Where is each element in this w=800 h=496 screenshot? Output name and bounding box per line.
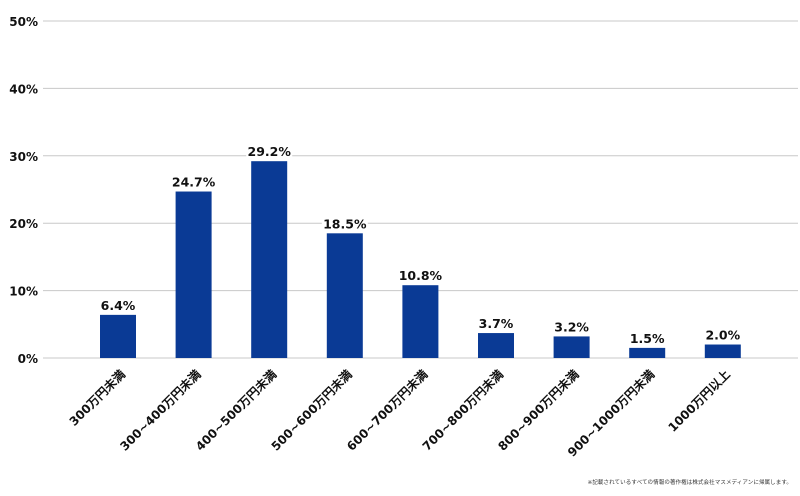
data-label: 24.7% xyxy=(172,175,216,190)
bar xyxy=(704,344,741,358)
bar xyxy=(478,333,514,358)
gridlines xyxy=(43,20,798,359)
data-labels: 6.4% 24.7% 29.2% 18.5% 10.8% 3.7% 3.2% 1.5% 2.0% xyxy=(95,143,746,346)
data-label: 3.2% xyxy=(554,319,589,334)
y-tick-label: 0% xyxy=(18,352,38,366)
data-label: 18.5% xyxy=(323,216,367,231)
bar xyxy=(175,191,212,358)
data-label-bg xyxy=(246,143,293,160)
data-label: 2.0% xyxy=(705,328,740,343)
data-label: 6.4% xyxy=(101,298,136,313)
data-label: 10.8% xyxy=(399,268,443,283)
bar xyxy=(251,161,288,358)
y-tick-label: 30% xyxy=(9,150,38,164)
bar xyxy=(326,233,363,358)
bar xyxy=(100,314,136,358)
y-tick-label: 40% xyxy=(9,82,38,96)
x-tick-label: 500~600万円未満 xyxy=(268,367,355,454)
bar xyxy=(553,336,590,358)
y-tick-label: 20% xyxy=(9,217,38,231)
copyright-footnote: ※記載されているすべての情報の著作権は株式会社マスメディアンに帰属します。 xyxy=(587,480,792,486)
y-tick-label: 50% xyxy=(9,15,38,29)
data-label-bg xyxy=(473,315,519,332)
x-tick-label: 400~500万円未満 xyxy=(192,367,279,454)
x-tick-label: 1000万円以上 xyxy=(665,367,733,435)
data-label-bg xyxy=(321,215,368,232)
data-label: 3.7% xyxy=(479,316,514,331)
x-axis-ticks: 300万円未満300~400万円未満400~500万円未満500~600万円未満… xyxy=(66,367,733,460)
y-tick-label: 10% xyxy=(9,285,38,299)
bar xyxy=(402,285,439,358)
x-tick-label: 300万円未満 xyxy=(66,367,128,429)
data-label-bg xyxy=(548,318,595,335)
data-label: 29.2% xyxy=(248,144,292,159)
x-tick-label: 600~700万円未満 xyxy=(343,367,430,454)
x-tick-label: 800~900万円未満 xyxy=(495,367,582,454)
y-axis-ticks: 0% 10% 20% 30% 40% 50% xyxy=(9,15,38,366)
bars xyxy=(100,161,741,358)
data-label: 1.5% xyxy=(630,331,665,346)
data-label-bg xyxy=(397,267,444,284)
data-label-bg xyxy=(170,173,217,190)
x-tick-label: 700~800万円未満 xyxy=(419,367,506,454)
data-label-bg xyxy=(95,296,141,313)
bar xyxy=(629,347,666,358)
data-label-bg xyxy=(624,329,671,346)
data-label-bg xyxy=(699,326,746,343)
x-tick-label: 300~400万円未満 xyxy=(117,367,204,454)
